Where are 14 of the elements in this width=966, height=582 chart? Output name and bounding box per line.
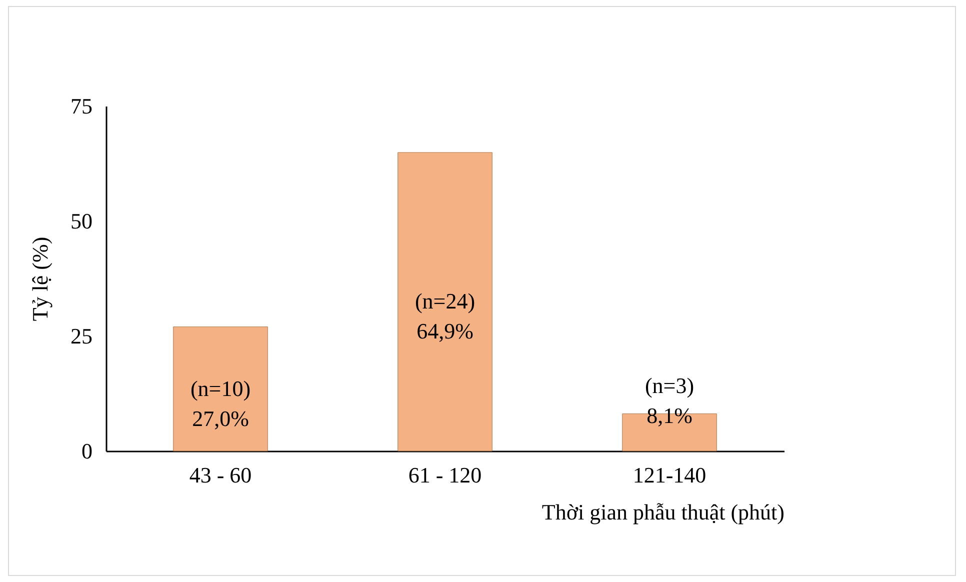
x-tick-label: 43 - 60 [189, 462, 252, 488]
data-label: (n=10) 27,0% [190, 376, 251, 431]
x-axis-title: Thời gian phẫu thuật (phút) [542, 500, 784, 524]
data-label: (n=3) 8,1% [644, 373, 694, 428]
y-axis-title: Tỷ lệ (%) [28, 236, 52, 322]
x-tick-label: 61 - 120 [408, 462, 482, 488]
y-tick-label: 25 [70, 324, 92, 348]
x-tick-label: 121-140 [632, 462, 706, 488]
bar [173, 326, 268, 452]
data-label: (n=24) 64,9% [414, 288, 476, 344]
bar [398, 152, 492, 452]
y-tick-label: 50 [70, 208, 92, 234]
y-tick-label: 75 [70, 94, 92, 118]
y-tick-label: 0 [82, 438, 92, 464]
